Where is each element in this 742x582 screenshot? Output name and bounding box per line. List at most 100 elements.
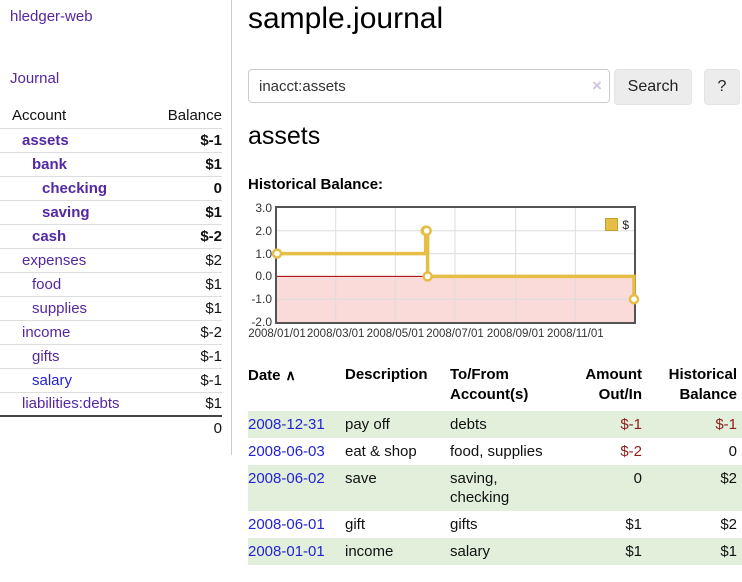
transaction-accounts: debts [450, 416, 487, 433]
x-tick-label: 2008/03/01 [306, 328, 365, 340]
account-balance: 0 [152, 175, 222, 200]
legend-swatch-icon [604, 218, 618, 232]
transaction-date-link[interactable]: 2008-06-03 [248, 443, 325, 460]
account-balance: $2 [152, 247, 222, 272]
transaction-balance: 0 [728, 443, 737, 460]
account-balance: $-2 [152, 319, 222, 344]
account-link-bank[interactable]: bank [32, 155, 68, 173]
account-balance: $-1 [152, 343, 222, 368]
transaction-description: save [345, 470, 377, 487]
clear-search-icon[interactable]: × [592, 76, 602, 95]
historical-balance-chart: 3.0 2.0 1.0 0.0 -1.0 -2.0 $ 2008/01/01 2008/03… [248, 201, 668, 347]
account-row-assets: assets $-1 [0, 127, 222, 152]
transaction-accounts: food, supplies [450, 443, 543, 460]
transaction-date-link[interactable]: 2008-06-01 [248, 516, 325, 533]
accounts-table: Account Balance assets $-1 bank $1 check… [0, 104, 222, 440]
y-tick-label: 2.0 [255, 223, 272, 238]
x-tick-label: 2008/07/01 [426, 328, 484, 340]
register-row[interactable]: 2008-06-03 eat & shop food, supplies $-2… [248, 438, 742, 465]
x-tick-label: 2008/11/01 [546, 328, 604, 340]
account-balance: $1 [152, 199, 222, 224]
amount-column-header: Amount Out/In [585, 366, 642, 403]
balance-column-header: Balance [167, 107, 222, 125]
transaction-accounts: gifts [450, 516, 478, 533]
transaction-amount: $-1 [620, 416, 642, 433]
transaction-description: gift [345, 516, 366, 533]
account-row-cash: cash $-2 [0, 223, 222, 248]
accounts-column-header: To/From Account(s) [450, 366, 529, 403]
transaction-balance: $2 [720, 470, 737, 487]
accounts-header-row: Account Balance [0, 104, 222, 128]
account-row-saving: saving $1 [0, 199, 222, 224]
account-balance: $1 [152, 151, 222, 176]
chart-legend: $ [604, 216, 629, 232]
transaction-description: pay off [345, 416, 390, 433]
transaction-date-link[interactable]: 2008-06-02 [248, 470, 325, 487]
register-header-row: Date ∧ Description To/From Account(s) Amo… [248, 363, 742, 411]
transaction-balance: $-1 [715, 416, 737, 433]
legend-label: $ [622, 217, 629, 232]
register-row[interactable]: 2008-06-01 gift gifts $1 $2 [248, 511, 742, 538]
account-row-expenses: expenses $2 [0, 247, 222, 272]
account-balance: $1 [152, 295, 222, 320]
transaction-date-link[interactable]: 2008-01-01 [248, 543, 325, 560]
account-balance: $-2 [152, 223, 222, 248]
account-link-saving[interactable]: saving [42, 203, 90, 221]
description-column-header: Description [345, 366, 428, 383]
transaction-description: income [345, 543, 394, 560]
account-balance: $-1 [152, 127, 222, 152]
account-link-liabilities-debts[interactable]: liabilities:debts [22, 395, 120, 413]
date-column-header[interactable]: Date ∧ [248, 367, 296, 384]
account-link-gifts[interactable]: gifts [32, 347, 60, 365]
transaction-amount: 0 [633, 470, 642, 487]
account-link-income[interactable]: income [22, 323, 71, 341]
account-column-header: Account [12, 107, 67, 125]
register-row[interactable]: 2008-12-31 pay off debts $-1 $-1 [248, 411, 742, 438]
x-tick-label: 2008/09/01 [486, 328, 545, 340]
transaction-accounts: salary [450, 543, 491, 560]
account-link-assets[interactable]: assets [22, 131, 69, 149]
accounts-total-row: 0 [0, 415, 222, 440]
chart-title: Historical Balance: [248, 176, 384, 193]
sidebar: hledger-web Journal Account Balance asse… [0, 0, 232, 455]
account-link-expenses[interactable]: expenses [22, 251, 87, 269]
chart-series-line [271, 208, 640, 322]
transaction-accounts: saving, checking [450, 470, 510, 506]
account-row-salary: salary $-1 [0, 367, 222, 392]
search-input[interactable] [248, 69, 610, 103]
y-tick-label: -2.0 [251, 315, 272, 329]
account-row-food: food $1 [0, 271, 222, 296]
app-title-link[interactable]: hledger-web [10, 8, 93, 25]
y-tick-label: 3.0 [255, 201, 272, 215]
main-content: sample.journal × Search ? assets Histori… [248, 0, 742, 582]
account-row-bank: bank $1 [0, 151, 222, 176]
page-title: sample.journal [248, 2, 444, 35]
search-button[interactable]: Search [614, 69, 692, 105]
account-row-gifts: gifts $-1 [0, 343, 222, 368]
account-link-food[interactable]: food [32, 275, 62, 293]
register-table: Date ∧ Description To/From Account(s) Amo… [248, 363, 742, 565]
y-tick-label: -1.0 [251, 292, 272, 307]
sort-asc-icon: ∧ [285, 367, 296, 383]
accounts-total-value: 0 [152, 415, 222, 440]
register-row[interactable]: 2008-06-02 save saving, checking 0 $2 [248, 465, 742, 511]
account-heading: assets [248, 122, 321, 150]
account-link-checking[interactable]: checking [42, 179, 108, 197]
sidebar-item-journal[interactable]: Journal [10, 70, 60, 87]
transaction-date-link[interactable]: 2008-12-31 [248, 416, 325, 433]
account-link-salary[interactable]: salary [32, 371, 73, 389]
account-link-supplies[interactable]: supplies [32, 299, 88, 317]
help-button[interactable]: ? [704, 69, 740, 105]
y-tick-label: 1.0 [255, 246, 272, 261]
x-tick-label: 2008/01/01 [248, 328, 306, 340]
chart-plot-area[interactable]: $ [271, 206, 640, 324]
account-link-cash[interactable]: cash [32, 227, 67, 245]
transaction-amount: $-2 [620, 443, 642, 460]
balance-column-header: Historical Balance [668, 366, 737, 403]
transaction-amount: $1 [625, 516, 642, 533]
account-row-liabilities-debts: liabilities:debts $1 [0, 391, 222, 416]
transaction-balance: $1 [720, 543, 737, 560]
transaction-description: eat & shop [345, 443, 417, 460]
register-row[interactable]: 2008-01-01 income salary $1 $1 [248, 538, 742, 565]
x-tick-label: 2008/05/01 [366, 328, 425, 340]
